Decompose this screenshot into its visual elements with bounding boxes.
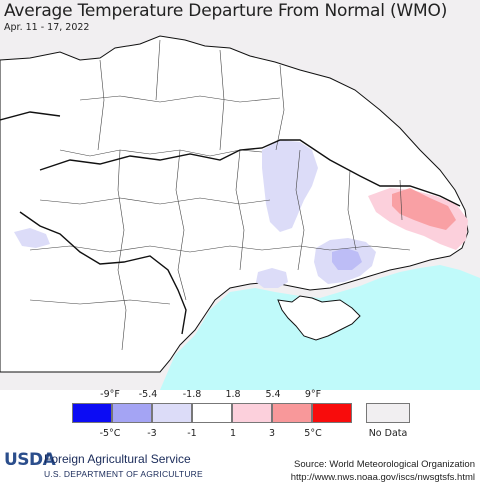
legend-c-tick: -5°C (99, 428, 121, 439)
crimea (277, 295, 361, 341)
legend-c-tick: 5°C (304, 428, 322, 439)
cool-anomaly-west (14, 228, 50, 248)
agency-name: Foreign Agricultural Service (44, 452, 191, 466)
legend-swatch (232, 403, 272, 423)
legend-f-tick: 1.8 (225, 389, 241, 400)
admin-boundaries (29, 39, 411, 351)
legend-f-tick: -1.8 (182, 389, 202, 400)
legend-c-tick: -1 (187, 428, 197, 439)
legend-no-data-label: No Data (368, 428, 408, 439)
source-credit: Source: World Meteorological Organizatio… (294, 459, 475, 470)
cool-anomaly-core (332, 248, 362, 270)
legend-swatch (152, 403, 192, 423)
legend-swatch (312, 403, 352, 423)
department-name: U.S. DEPARTMENT OF AGRICULTURE (44, 469, 203, 479)
legend-no-data-swatch (366, 403, 410, 423)
legend-swatch (112, 403, 152, 423)
legend-f-tick: 5.4 (265, 389, 281, 400)
land-region (0, 35, 469, 373)
map-title: Average Temperature Departure From Norma… (4, 1, 448, 21)
warm-anomaly-core (392, 188, 456, 230)
source-url[interactable]: http://www.nws.noaa.gov/iscs/nwsgtsfs.ht… (290, 472, 475, 483)
legend-swatch (72, 403, 112, 423)
date-range: Apr. 11 - 17, 2022 (4, 22, 90, 33)
legend: -9°F -5.4 -1.8 1.8 5.4 9°F -5°C -3 -1 1 … (0, 388, 480, 444)
country-borders (0, 111, 461, 335)
legend-c-tick: 3 (268, 428, 276, 439)
legend-f-tick: 9°F (304, 389, 322, 400)
temperature-departure-map (0, 0, 480, 390)
cool-anomaly-north (262, 140, 318, 232)
legend-swatch (192, 403, 232, 423)
legend-c-tick: -3 (147, 428, 157, 439)
usda-logo: USDA (4, 450, 56, 470)
legend-c-tick: 1 (229, 428, 237, 439)
legend-f-tick: -5.4 (138, 389, 158, 400)
legend-f-tick: -9°F (100, 389, 120, 400)
legend-swatch (272, 403, 312, 423)
cool-anomaly-south (256, 268, 288, 288)
footer: USDA Foreign Agricultural Service U.S. D… (0, 448, 480, 485)
